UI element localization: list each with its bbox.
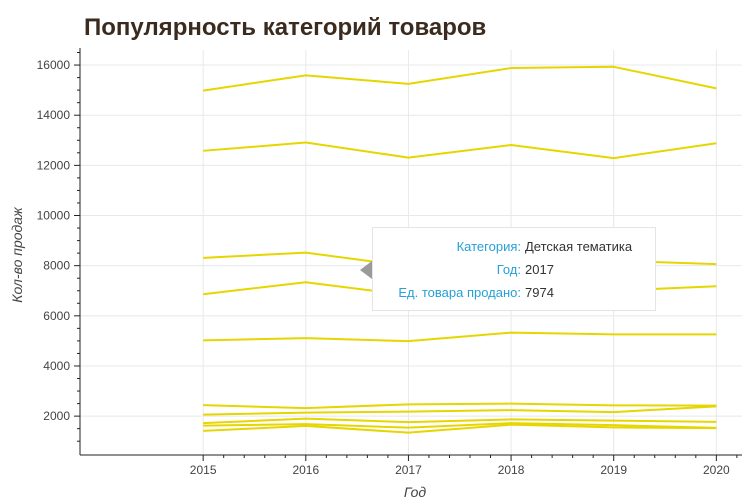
x-tick-label: 2017 <box>395 463 422 477</box>
series-line-6[interactable] <box>203 402 717 410</box>
y-tick-label: 10000 <box>37 209 71 223</box>
series-line-1[interactable] <box>203 65 717 92</box>
tooltip-row-category: Категория: Детская тематика <box>373 238 655 256</box>
axes: 2000 4000 6000 8000 10000 12000 14000 16000 2015… <box>37 48 742 477</box>
y-tick-label: 8000 <box>43 259 70 273</box>
x-tick-label: 2019 <box>600 463 627 477</box>
series-line-9[interactable] <box>203 422 717 429</box>
x-tick-label: 2018 <box>498 463 525 477</box>
x-axis-label: Год <box>404 484 427 500</box>
tooltip-value: 2017 <box>525 262 554 277</box>
tooltip-key: Год: <box>496 262 521 277</box>
series-line-8[interactable] <box>203 417 717 425</box>
y-axis-label: Кол-во продаж <box>9 206 25 303</box>
tooltip-key: Ед. товара продано: <box>398 285 521 300</box>
tooltip-key: Категория: <box>456 239 521 254</box>
tooltip-row-sold: Ед. товара продано: 7974 <box>373 284 655 302</box>
y-tick-label: 4000 <box>43 359 70 373</box>
series-line-7[interactable] <box>203 405 717 416</box>
tooltip-arrow <box>360 261 372 279</box>
y-tick-label: 14000 <box>37 108 71 122</box>
tooltip-value: Детская тематика <box>525 239 633 254</box>
x-tick-label: 2016 <box>292 463 319 477</box>
series-line-5[interactable] <box>203 331 717 343</box>
y-tick-label: 12000 <box>37 158 71 172</box>
series-line-10[interactable] <box>203 423 717 434</box>
y-tick-label: 2000 <box>43 409 70 423</box>
chart-title: Популярность категорий товаров <box>84 14 487 41</box>
y-tick-label: 6000 <box>43 309 70 323</box>
series-lines <box>203 65 717 434</box>
y-tick-label: 16000 <box>37 58 71 72</box>
tooltip-value: 7974 <box>525 285 554 300</box>
hover-tooltip: Категория: Детская тематика Год: 2017 Ед… <box>360 227 656 311</box>
x-tick-label: 2020 <box>703 463 730 477</box>
series-line-2[interactable] <box>203 141 717 160</box>
tooltip-row-year: Год: 2017 <box>373 261 655 279</box>
x-tick-label: 2015 <box>190 463 217 477</box>
